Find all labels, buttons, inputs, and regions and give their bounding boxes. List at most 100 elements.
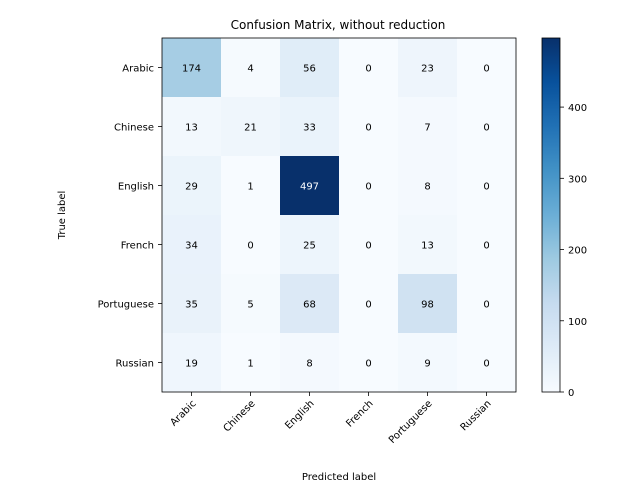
heatmap-cell — [339, 333, 399, 393]
heatmap-cell — [457, 38, 517, 98]
heatmap-cell — [398, 97, 458, 157]
heatmap-cell — [457, 156, 517, 216]
heatmap-cell — [457, 215, 517, 275]
cell-value-label: 0 — [483, 300, 489, 311]
colorbar — [541, 37, 561, 393]
chart-title: Confusion Matrix, without reduction — [231, 18, 446, 32]
heatmap-cell — [221, 38, 281, 98]
cell-value-label: 0 — [365, 64, 371, 75]
heatmap-cell — [162, 274, 222, 334]
heatmap-cell — [221, 215, 281, 275]
heatmap-cell — [162, 215, 222, 275]
cell-value-label: 9 — [424, 359, 430, 370]
colorbar-tick-label: 0 — [568, 388, 574, 399]
heatmap-cell — [280, 38, 340, 98]
cell-value-label: 21 — [244, 123, 257, 134]
cell-value-label: 0 — [483, 64, 489, 75]
colorbar-tick-label: 400 — [568, 103, 587, 114]
heatmap-cell — [398, 38, 458, 98]
cell-value-label: 8 — [424, 182, 430, 193]
heatmap-cell — [280, 156, 340, 216]
x-tick-label: Portuguese — [387, 398, 435, 446]
colorbar-ticks: 0 100 200 300 400 — [560, 103, 587, 399]
x-tick-label: English — [283, 398, 316, 431]
heatmap-cell — [221, 97, 281, 157]
cell-value-label: 0 — [365, 359, 371, 370]
cell-value-label: 0 — [365, 123, 371, 134]
y-tick-label: Chinese — [114, 123, 154, 134]
cell-value-label: 0 — [365, 182, 371, 193]
heatmap-cell — [221, 333, 281, 393]
heatmap-cell — [162, 97, 222, 157]
x-tick-label: French — [344, 398, 375, 429]
x-axis-ticks: Arabic Chinese English French Portuguese Russ… — [168, 392, 494, 446]
cell-value-label: 0 — [365, 241, 371, 252]
cell-value-label: 1 — [247, 359, 253, 370]
colorbar-tick-label: 100 — [568, 317, 587, 328]
cell-value-label: 68 — [303, 300, 316, 311]
cell-value-label: 4 — [247, 64, 253, 75]
y-axis-label: True label — [57, 191, 68, 241]
cell-value-label: 35 — [185, 300, 198, 311]
cell-value-label: 29 — [185, 182, 198, 193]
x-tick-label: Russian — [459, 398, 494, 433]
colorbar-tick-label: 300 — [568, 174, 587, 185]
x-tick-label: Chinese — [222, 398, 258, 434]
heatmap-cell — [457, 333, 517, 393]
y-tick-label: Russian — [115, 359, 154, 370]
heatmap-cell — [162, 156, 222, 216]
plot-frame — [161, 37, 517, 393]
y-tick-label: English — [118, 182, 154, 193]
heatmap-cell — [221, 156, 281, 216]
cell-value-label: 19 — [185, 359, 198, 370]
heatmap-cell — [280, 333, 340, 393]
cell-value-label: 0 — [483, 123, 489, 134]
y-tick-label: Arabic — [122, 64, 154, 75]
cell-value-label: 33 — [303, 123, 316, 134]
heatmap-cell — [162, 38, 222, 98]
cell-value-label: 0 — [483, 241, 489, 252]
cell-value-label: 174 — [182, 64, 201, 75]
cell-value-label: 13 — [185, 123, 198, 134]
cell-value-label: 5 — [247, 300, 253, 311]
heatmap-cell — [398, 215, 458, 275]
heatmap-cell — [339, 97, 399, 157]
heatmap-cell — [221, 274, 281, 334]
heatmap-cell — [457, 274, 517, 334]
heatmap-cell — [457, 97, 517, 157]
cell-value-label: 13 — [421, 241, 434, 252]
colorbar-tick-label: 200 — [568, 246, 587, 257]
y-axis-ticks: Arabic Chinese English French Portuguese Russ… — [98, 64, 162, 370]
heatmap-cell — [280, 97, 340, 157]
y-tick-label: Portuguese — [98, 300, 154, 311]
heatmap-cell — [280, 274, 340, 334]
cell-value-label: 56 — [303, 64, 316, 75]
heatmap-cell — [398, 333, 458, 393]
heatmap-cell — [398, 156, 458, 216]
cell-value-label: 0 — [483, 182, 489, 193]
heatmap-cell — [339, 274, 399, 334]
cell-value-label: 1 — [247, 182, 253, 193]
cell-value-label: 7 — [424, 123, 430, 134]
cell-value-label: 0 — [365, 300, 371, 311]
x-axis-label: Predicted label — [302, 472, 376, 480]
cell-value-label: 0 — [483, 359, 489, 370]
cell-value-label: 23 — [421, 64, 434, 75]
cell-value-label: 0 — [247, 241, 253, 252]
heatmap-cell — [280, 215, 340, 275]
heatmap-cells — [162, 38, 517, 393]
heatmap-cell — [339, 156, 399, 216]
heatmap-cell — [339, 38, 399, 98]
heatmap-cell-labels: 174 4 56 0 23 0 13 21 33 0 7 0 29 1 497 0 8 0 34 0 25 0 13 0 35 5… — [182, 64, 490, 370]
cell-value-label: 98 — [421, 300, 434, 311]
cell-value-label: 497 — [300, 182, 319, 193]
y-tick-label: French — [121, 241, 154, 252]
cell-value-label: 25 — [303, 241, 316, 252]
cell-value-label: 34 — [185, 241, 198, 252]
cell-value-label: 8 — [306, 359, 312, 370]
heatmap-cell — [339, 215, 399, 275]
x-tick-label: Arabic — [168, 398, 198, 428]
heatmap-cell — [398, 274, 458, 334]
heatmap-cell — [162, 333, 222, 393]
